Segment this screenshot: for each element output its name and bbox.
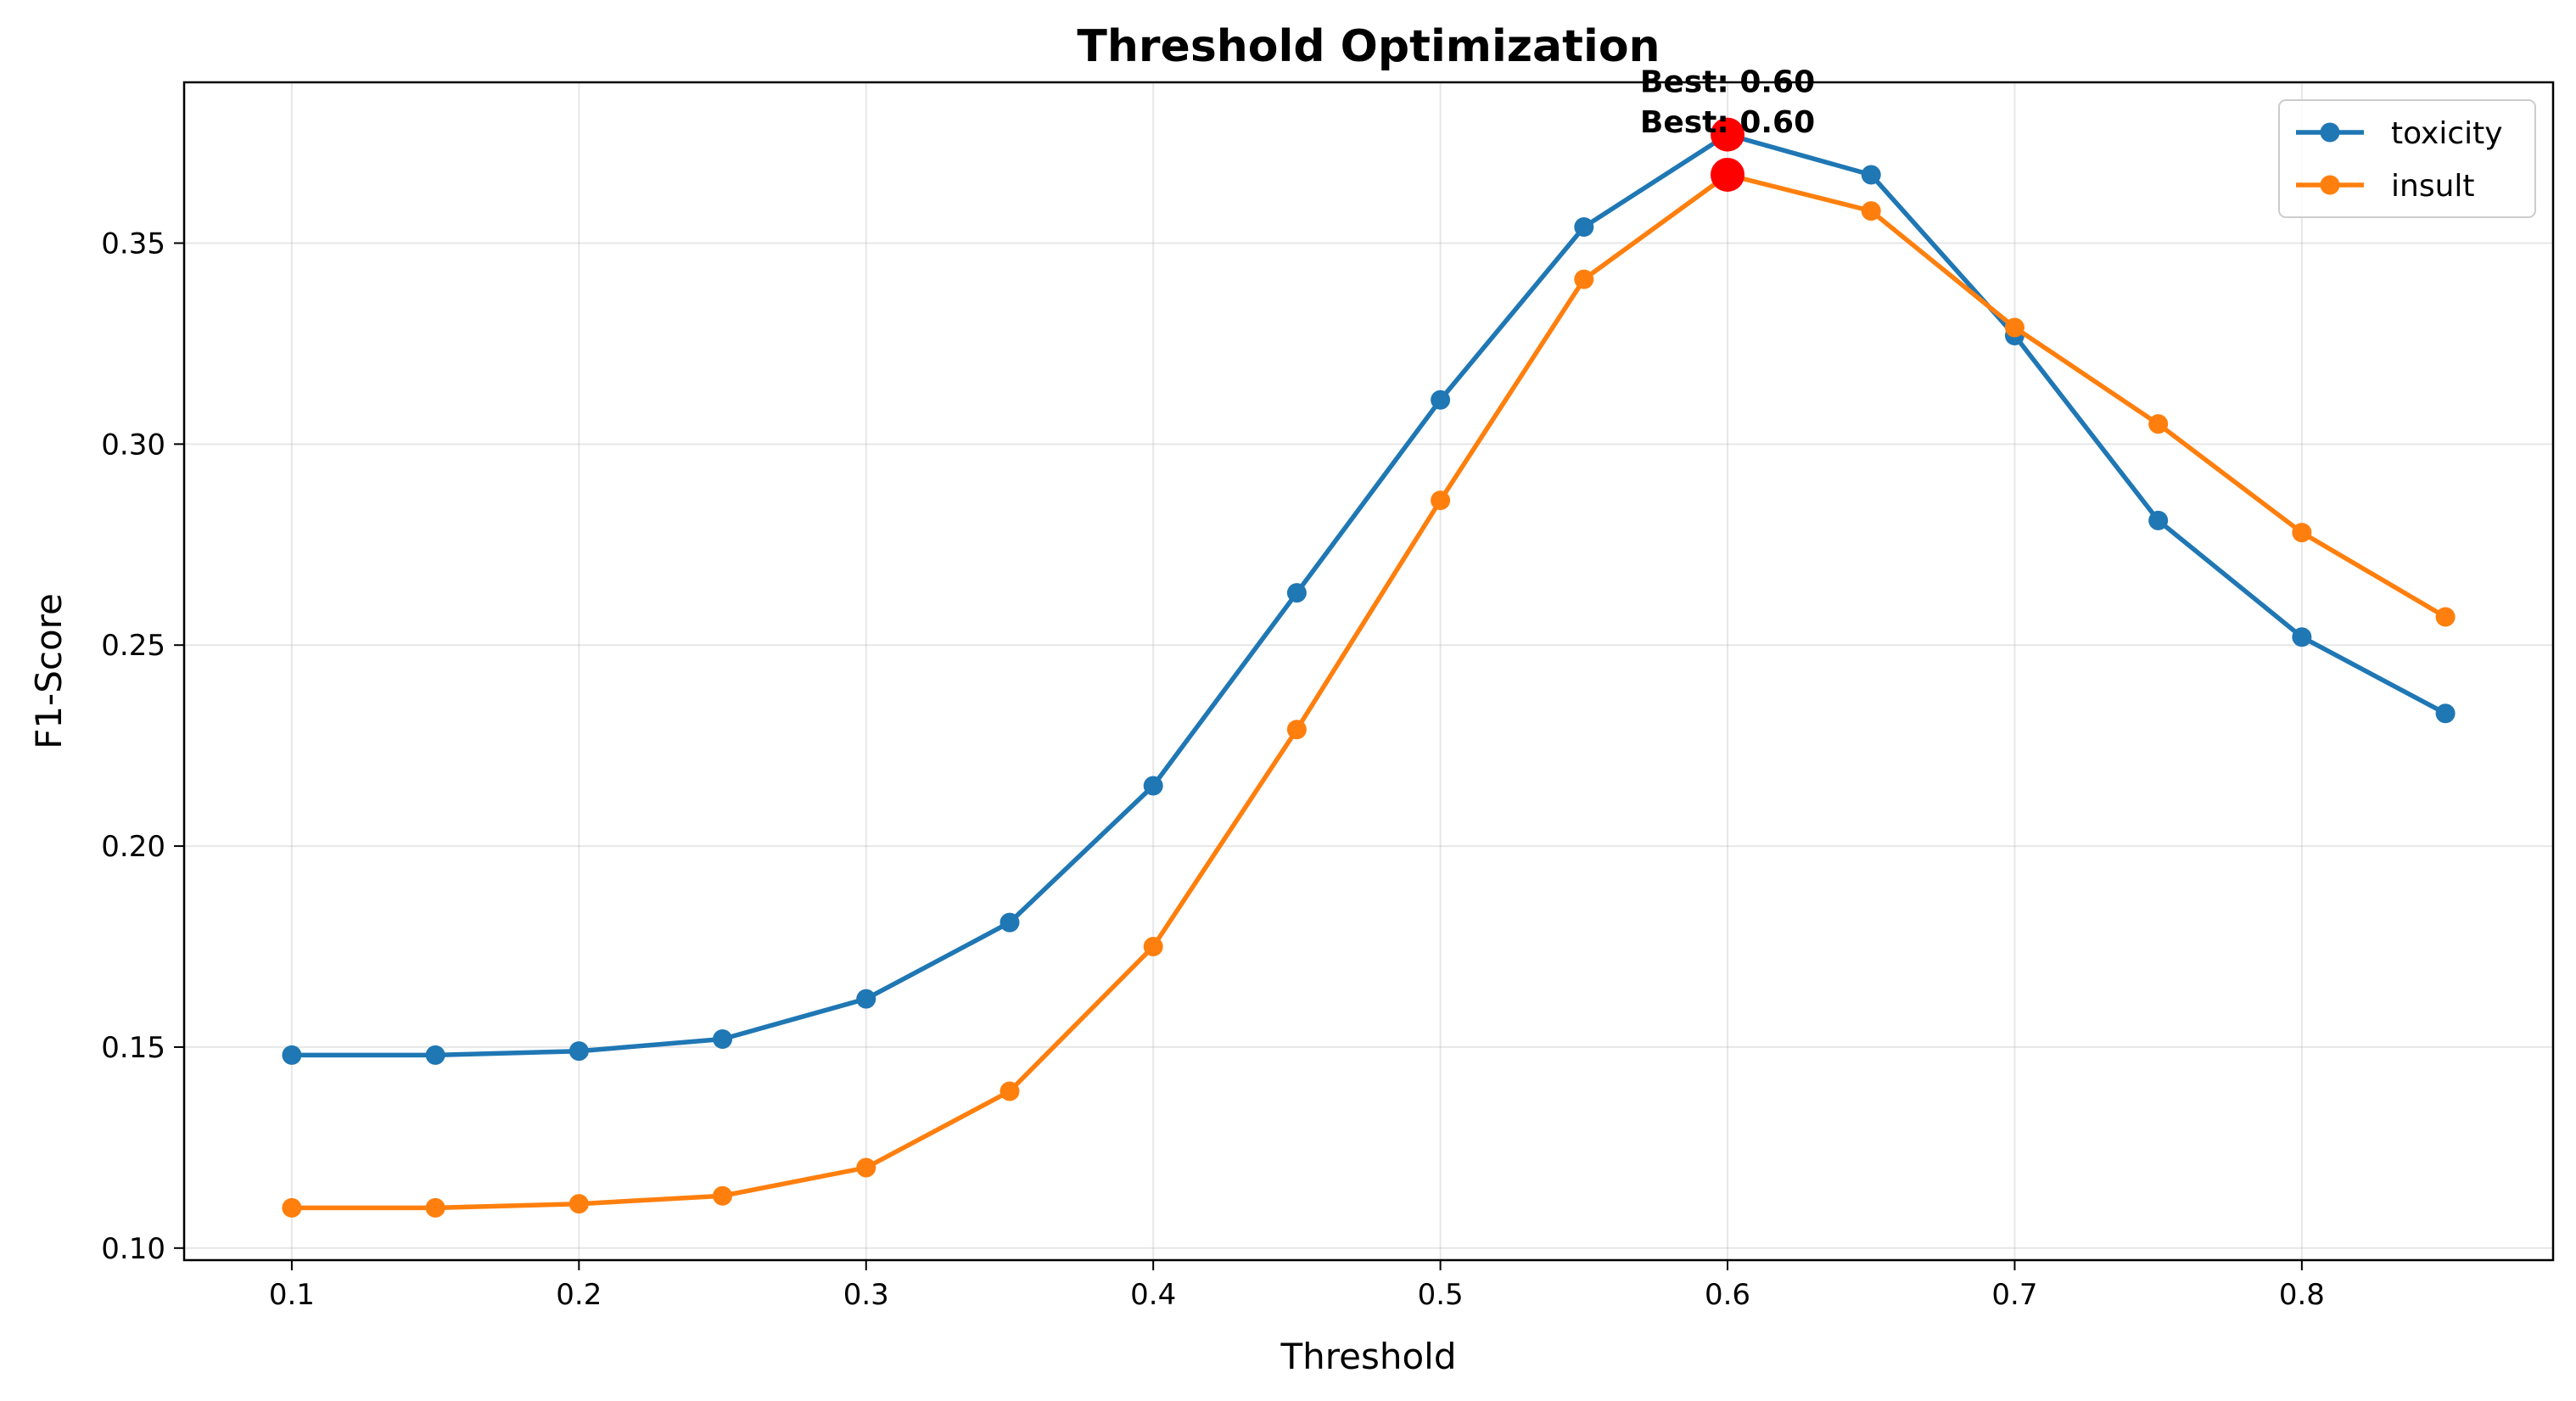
x-tick-label: 0.7 bbox=[1991, 1278, 2037, 1312]
data-point-toxicity bbox=[425, 1045, 445, 1065]
data-point-toxicity bbox=[1000, 912, 1020, 933]
y-axis-label: F1-Score bbox=[28, 593, 70, 749]
legend-label-insult: insult bbox=[2391, 169, 2475, 204]
legend-box bbox=[2278, 99, 2536, 218]
data-point-insult bbox=[1431, 490, 1451, 511]
y-tick-label: 0.10 bbox=[101, 1232, 165, 1266]
best-threshold-marker bbox=[1711, 157, 1745, 192]
data-point-toxicity bbox=[1431, 389, 1451, 410]
data-point-toxicity bbox=[568, 1041, 589, 1062]
data-point-insult bbox=[1574, 269, 1594, 289]
y-tick-label: 0.30 bbox=[101, 428, 165, 462]
x-axis-label: Threshold bbox=[1280, 1336, 1457, 1377]
legend-marker-toxicity bbox=[2320, 122, 2340, 143]
x-tick-label: 0.1 bbox=[269, 1278, 315, 1312]
data-point-insult bbox=[568, 1194, 589, 1214]
y-tick-label: 0.20 bbox=[101, 830, 165, 864]
data-point-insult bbox=[1286, 720, 1307, 740]
series-line-toxicity bbox=[291, 132, 2447, 1058]
legend: toxicity insult bbox=[2278, 99, 2536, 218]
chart-title: Threshold Optimization bbox=[1077, 21, 1660, 72]
data-point-insult bbox=[2004, 317, 2024, 338]
x-tick-label: 0.4 bbox=[1130, 1278, 1176, 1312]
data-point-toxicity bbox=[2292, 627, 2312, 647]
best-threshold-annotation: Best: 0.60 bbox=[1640, 105, 1815, 140]
x-tick-label: 0.3 bbox=[843, 1278, 889, 1312]
x-tick-label: 0.5 bbox=[1418, 1278, 1464, 1312]
legend-label-toxicity: toxicity bbox=[2391, 116, 2503, 151]
data-point-toxicity bbox=[282, 1045, 302, 1065]
y-tick-label: 0.25 bbox=[101, 629, 165, 663]
best-threshold-annotation: Best: 0.60 bbox=[1640, 65, 1815, 100]
data-point-insult bbox=[1143, 936, 1163, 956]
data-point-toxicity bbox=[1286, 583, 1307, 603]
data-point-toxicity bbox=[2435, 703, 2456, 724]
y-tick-label: 0.15 bbox=[101, 1031, 165, 1065]
data-point-toxicity bbox=[713, 1028, 733, 1049]
best-threshold-marker bbox=[1711, 117, 1745, 152]
x-tick-label: 0.2 bbox=[556, 1278, 602, 1312]
data-point-toxicity bbox=[1574, 217, 1594, 238]
annotations: Best: 0.60 Best: 0.60 bbox=[1640, 65, 1815, 140]
data-point-insult bbox=[282, 1197, 302, 1218]
data-point-insult bbox=[2148, 414, 2169, 434]
data-point-insult bbox=[425, 1197, 445, 1218]
x-axis-ticks: 0.1 0.2 0.3 0.4 0.5 0.6 0.7 0.8 bbox=[269, 1260, 2325, 1312]
x-tick-label: 0.6 bbox=[1705, 1278, 1750, 1312]
grid bbox=[184, 82, 2553, 1260]
y-tick-label: 0.35 bbox=[101, 227, 165, 261]
data-point-insult bbox=[2435, 607, 2456, 627]
x-tick-label: 0.8 bbox=[2279, 1278, 2325, 1312]
data-point-toxicity bbox=[1143, 776, 1163, 796]
data-point-insult bbox=[856, 1157, 876, 1178]
data-point-toxicity bbox=[2148, 510, 2169, 530]
data-point-toxicity bbox=[1861, 165, 1881, 185]
best-markers bbox=[1711, 117, 1745, 192]
series-line-insult bbox=[291, 172, 2447, 1211]
data-point-insult bbox=[1000, 1081, 1020, 1101]
data-point-insult bbox=[1861, 201, 1881, 221]
plot-frame bbox=[182, 81, 2555, 1262]
data-point-toxicity bbox=[856, 989, 876, 1009]
legend-marker-insult bbox=[2320, 175, 2340, 195]
y-axis-ticks: 0.10 0.15 0.20 0.25 0.30 0.35 bbox=[101, 227, 184, 1266]
data-point-insult bbox=[2292, 523, 2312, 543]
data-point-insult bbox=[713, 1185, 733, 1206]
